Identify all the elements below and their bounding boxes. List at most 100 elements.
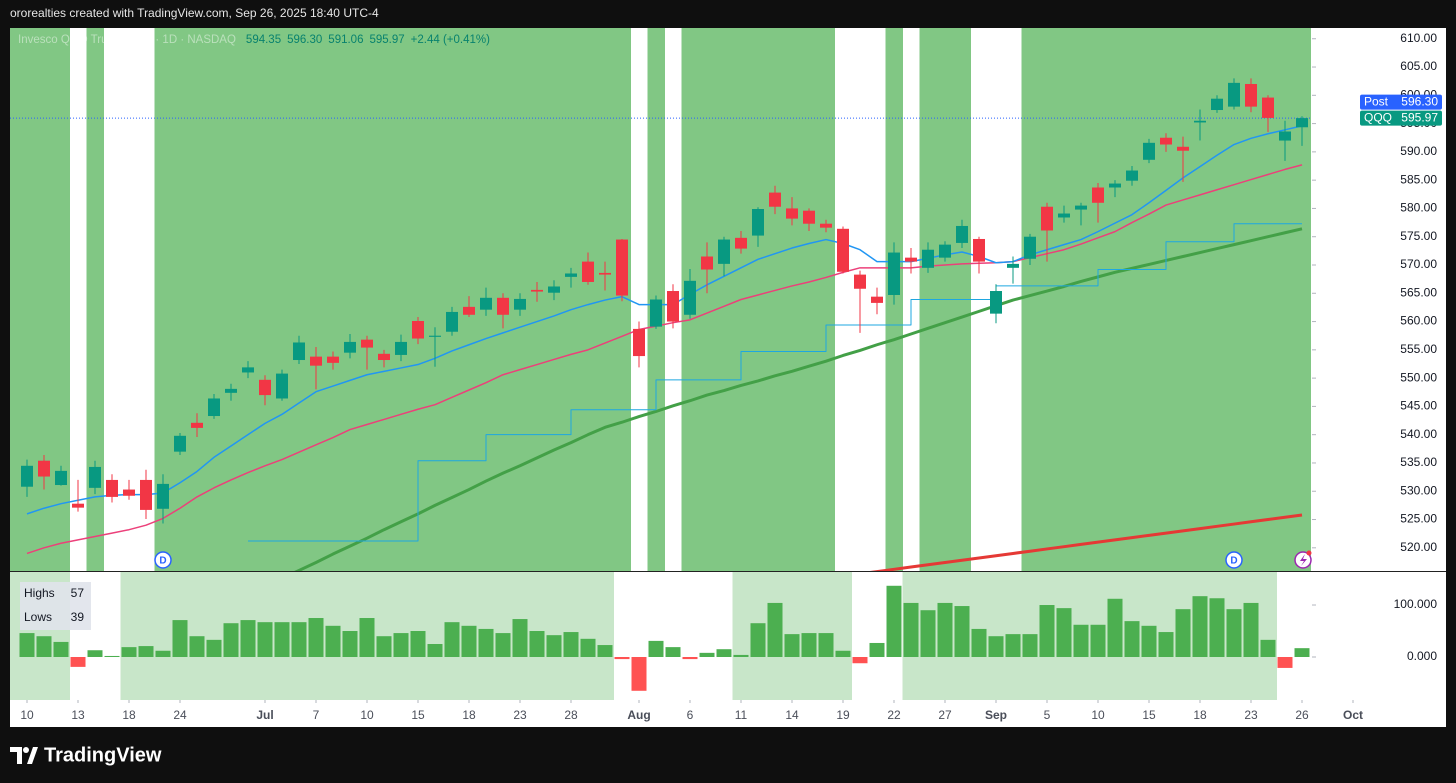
highlight-band <box>766 28 784 571</box>
highlight-band <box>579 572 597 700</box>
histogram-bar <box>138 646 154 658</box>
x-tick-label: 18 <box>462 708 476 722</box>
highlight-band <box>1038 28 1056 571</box>
highlight-band <box>239 28 257 571</box>
histogram-bar <box>461 625 477 658</box>
candle-body <box>242 367 254 373</box>
highlight-band <box>1242 28 1260 571</box>
histogram-bar <box>359 618 375 658</box>
highlight-band <box>35 28 53 571</box>
candle-body <box>497 297 509 315</box>
x-tick-label: Oct <box>1343 708 1363 722</box>
x-tick-label: 24 <box>173 708 187 722</box>
highlight-band <box>137 572 155 700</box>
highlight-band <box>10 28 36 571</box>
highlight-band <box>1055 28 1073 571</box>
highlight-band <box>732 572 750 700</box>
histogram-bar <box>1243 602 1259 658</box>
histogram-bar <box>665 647 681 658</box>
x-tick-label: 26 <box>1295 708 1309 722</box>
highlight-band <box>154 28 172 571</box>
highlight-band <box>375 572 393 700</box>
x-tick-label: 23 <box>1244 708 1258 722</box>
candle-body <box>633 328 645 357</box>
highlight-band <box>341 28 359 571</box>
candle-body <box>327 356 339 363</box>
highlight-band <box>1276 28 1294 571</box>
highlight-band <box>205 572 223 700</box>
x-tick-label: Jul <box>256 708 273 722</box>
candle-body <box>344 341 356 353</box>
highlight-band <box>154 572 172 700</box>
candle-body <box>837 228 849 272</box>
candle-body <box>684 280 696 315</box>
candle-body <box>21 465 33 487</box>
histogram-bar <box>53 641 69 658</box>
highlight-band <box>1089 28 1107 571</box>
indicator-line <box>248 223 1302 542</box>
histogram-bar <box>869 642 885 658</box>
candle-body <box>378 353 390 361</box>
event-label: D <box>1230 556 1237 567</box>
histogram-bar <box>1175 609 1191 658</box>
stats-box <box>20 582 91 630</box>
histogram-bar <box>376 636 392 658</box>
stat-value: 39 <box>71 610 85 624</box>
candle-body <box>905 257 917 262</box>
x-tick-label: 15 <box>411 708 425 722</box>
candle-body <box>480 297 492 310</box>
candle-body <box>38 460 50 477</box>
indicator-line <box>294 227 1303 571</box>
candle-body <box>191 422 203 428</box>
histogram-bar <box>767 602 783 658</box>
histogram-bar <box>1039 605 1055 658</box>
histogram-bar <box>614 657 630 660</box>
highlight-band <box>392 28 410 571</box>
candle-body <box>208 398 220 417</box>
histogram-bar <box>937 602 953 658</box>
histogram-bar <box>971 628 987 658</box>
x-tick-label: 19 <box>836 708 850 722</box>
highlight-band <box>1072 28 1090 571</box>
histogram-bar <box>1158 632 1174 658</box>
candle-body <box>1024 236 1036 259</box>
candle-body <box>140 479 152 510</box>
histogram-bar <box>546 635 562 658</box>
histogram-bar <box>733 654 749 658</box>
x-tick-label: 5 <box>1044 708 1051 722</box>
highlight-band <box>1174 28 1192 571</box>
event-marker <box>1225 551 1243 569</box>
highlight-band <box>1259 572 1277 700</box>
histogram-bar <box>1209 598 1225 658</box>
candle-body <box>463 306 475 315</box>
y-tick-label: 590.00 <box>1400 144 1437 158</box>
candle-body <box>1228 82 1240 107</box>
highlight-band <box>1106 28 1124 571</box>
logo-shape <box>23 747 29 753</box>
highlight-band <box>783 28 801 571</box>
candle-body <box>1279 131 1291 141</box>
x-tick-label: 10 <box>20 708 34 722</box>
stat-name: Highs <box>24 586 55 600</box>
histogram-bar <box>818 633 834 658</box>
x-tick-label: 13 <box>71 708 85 722</box>
histogram-bar <box>172 620 188 658</box>
candle-body <box>72 503 84 508</box>
y-tick-label: 570.00 <box>1400 257 1437 271</box>
histogram-bar <box>393 633 409 658</box>
candle-body <box>701 256 713 270</box>
candle-body <box>616 239 628 296</box>
caption: ororealties created with TradingView.com… <box>10 6 379 20</box>
brand-logo <box>10 747 38 764</box>
candle-body <box>854 274 866 289</box>
histogram-bar <box>886 585 902 658</box>
highlight-band <box>800 28 818 571</box>
highlight-band <box>307 28 325 571</box>
histogram-bar <box>920 610 936 658</box>
x-tick-label: 10 <box>1091 708 1105 722</box>
highlight-band <box>375 28 393 571</box>
highlight-band <box>358 28 376 571</box>
highlight-band <box>426 28 444 571</box>
y-tick-label: 540.00 <box>1400 427 1437 441</box>
candle-body <box>990 291 1002 314</box>
